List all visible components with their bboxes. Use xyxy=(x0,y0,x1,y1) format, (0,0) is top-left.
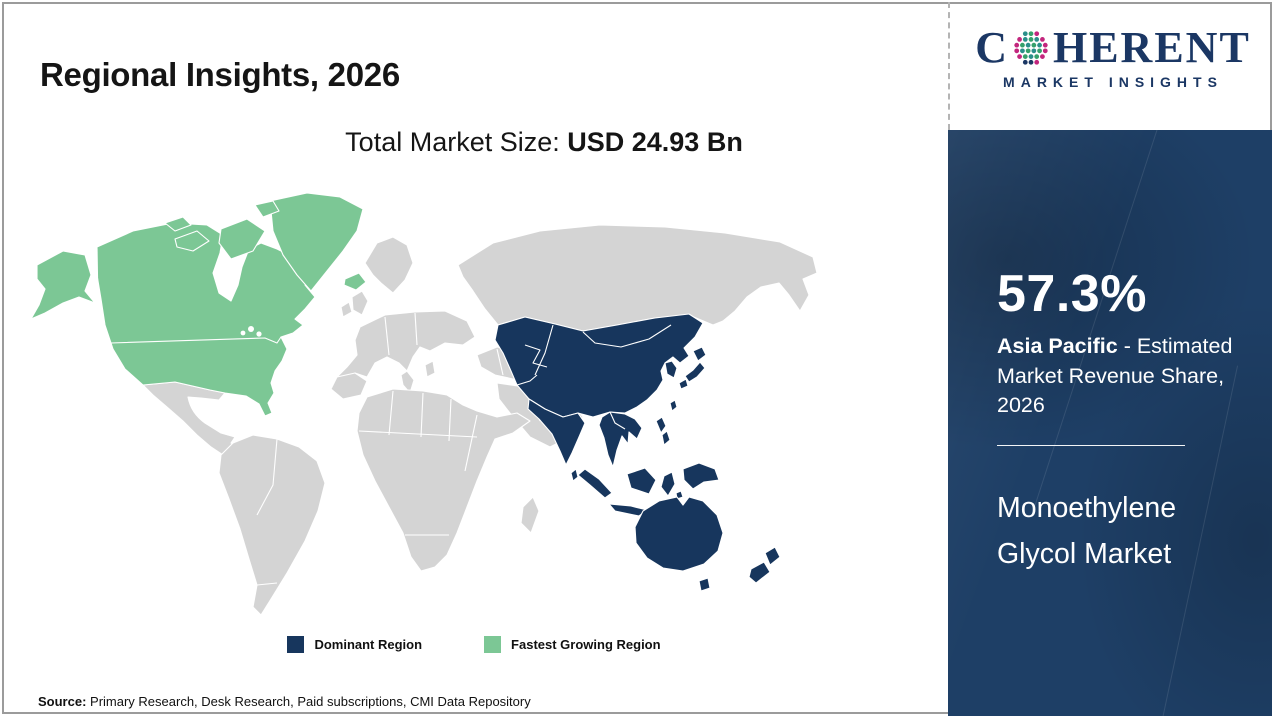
market-share-description: Asia Pacific - Estimated Market Revenue … xyxy=(997,332,1239,421)
map-russia xyxy=(457,224,818,332)
sidebar-divider xyxy=(997,444,1185,446)
map-korea xyxy=(664,360,678,379)
map-taiwan xyxy=(669,399,678,412)
header-dashed-divider xyxy=(948,2,950,130)
company-logo: C HERENT MARKET INSIGHTS xyxy=(958,26,1268,91)
map-legend: Dominant Region Fastest Growing Region xyxy=(0,636,948,653)
legend-swatch-dominant xyxy=(287,636,305,653)
world-map xyxy=(30,192,818,616)
map-iceland xyxy=(343,272,367,291)
map-borneo xyxy=(626,467,657,495)
source-line: Source: Primary Research, Desk Research,… xyxy=(38,694,531,709)
map-sulawesi xyxy=(660,471,676,497)
logo-letter-c: C xyxy=(975,23,1009,72)
legend-label-fastest: Fastest Growing Region xyxy=(511,637,661,652)
map-india xyxy=(527,398,586,466)
map-tasmania xyxy=(698,577,711,592)
map-region-asia-pacific xyxy=(494,313,781,592)
map-mexico xyxy=(142,381,256,468)
map-australia xyxy=(634,496,724,572)
map-sri-lanka xyxy=(570,468,579,482)
total-market-size-label: Total Market Size: xyxy=(345,127,568,157)
map-canada-usa xyxy=(96,222,316,417)
logo-wordmark: C HERENT xyxy=(958,26,1268,70)
map-new-zealand xyxy=(764,546,781,566)
source-label: Source: xyxy=(38,694,87,709)
legend-item-fastest: Fastest Growing Region xyxy=(484,636,661,653)
logo-tagline: MARKET INSIGHTS xyxy=(1003,74,1223,90)
legend-label-dominant: Dominant Region xyxy=(314,637,423,652)
map-japan xyxy=(692,346,707,362)
map-africa xyxy=(356,388,531,572)
market-share-desc-text: - Estimated Market Revenue Share, 2026 xyxy=(997,334,1233,418)
source-text: Primary Research, Desk Research, Paid su… xyxy=(86,694,531,709)
map-region-north-america xyxy=(30,192,367,417)
map-south-america xyxy=(218,434,326,616)
map-new-guinea xyxy=(682,462,720,490)
sidebar: 57.3% Asia Pacific - Estimated Market Re… xyxy=(948,130,1272,716)
page-title: Regional Insights, 2026 xyxy=(40,56,400,94)
map-alaska xyxy=(30,250,96,320)
legend-swatch-fastest xyxy=(484,636,502,653)
legend-item-dominant: Dominant Region xyxy=(287,636,422,653)
map-madagascar xyxy=(520,496,540,534)
map-region-other xyxy=(142,224,818,616)
map-indochina xyxy=(598,411,643,468)
map-greenland xyxy=(269,192,364,292)
logo-letters-rest: HERENT xyxy=(1052,23,1251,72)
map-sumatra xyxy=(577,468,613,499)
sidebar-content: 57.3% Asia Pacific - Estimated Market Re… xyxy=(948,130,1272,577)
market-name: Monoethylene Glycol Market xyxy=(997,491,1177,570)
logo-globe-icon xyxy=(1014,31,1048,65)
total-market-size: Total Market Size: USD 24.93 Bn xyxy=(140,127,948,158)
market-share-value: 57.3% xyxy=(997,265,1147,323)
map-scandinavia xyxy=(364,236,414,294)
total-market-size-value: USD 24.93 Bn xyxy=(567,127,743,157)
map-philippines xyxy=(655,416,667,434)
market-share-region: Asia Pacific xyxy=(997,334,1118,358)
